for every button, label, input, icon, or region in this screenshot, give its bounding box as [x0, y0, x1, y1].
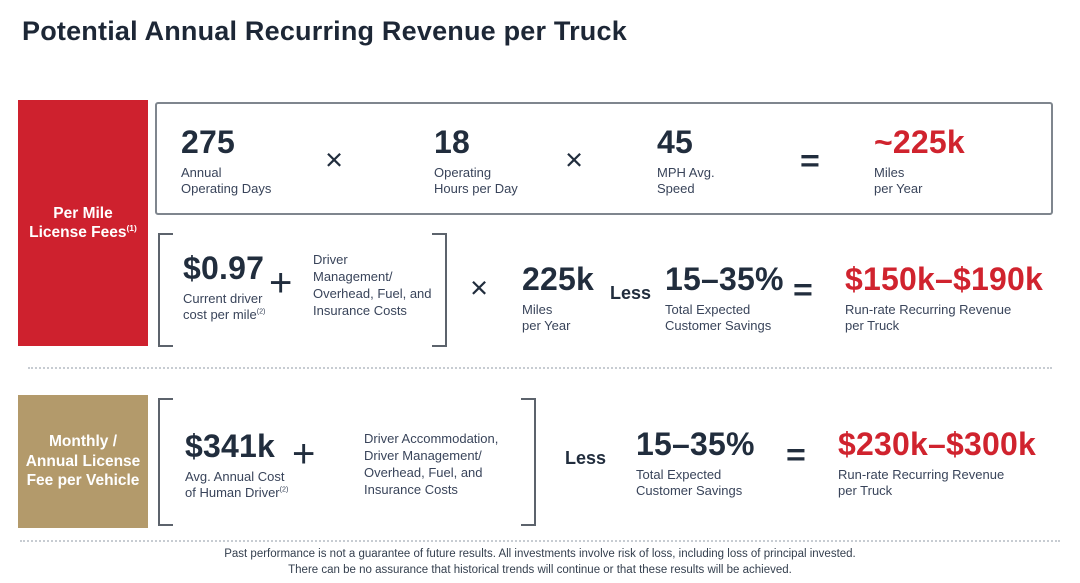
customer-savings-label: Total Expected Customer Savings — [636, 466, 743, 499]
less-operator: Less — [610, 283, 652, 303]
equals-operator: = — [786, 437, 806, 473]
annual-driver-cost-value: $341k — [185, 428, 275, 464]
run-rate-revenue-value: $150k–$190k — [845, 261, 1043, 297]
operating-hours-value: 18 — [434, 124, 470, 160]
customer-savings-figure: 15–35% Total Expected Customer Savings — [665, 261, 784, 335]
customer-savings-value: 15–35% — [636, 426, 755, 462]
miles-per-year-result-figure: ~225k Miles per Year — [874, 124, 965, 198]
bracket-right — [432, 233, 447, 347]
annual-operating-days-value: 275 — [181, 124, 235, 160]
overhead-costs-text: Driver Accommodation, Driver Management/… — [364, 431, 499, 498]
equals-operator: = — [800, 143, 820, 179]
annual-driver-cost-label: Avg. Annual Cost of Human Driver(2) — [185, 468, 289, 501]
disclaimer-line-2: There can be no assurance that historica… — [288, 564, 792, 576]
run-rate-revenue-value: $230k–$300k — [838, 426, 1036, 462]
bracket-right — [521, 398, 536, 526]
multiply-operator: × — [565, 142, 584, 177]
run-rate-revenue-figure: $230k–$300k Run-rate Recurring Revenue p… — [838, 426, 1036, 500]
per-mile-license-fees-label: Per Mile License Fees(1) — [29, 204, 137, 242]
monthly-license-fee-box: Monthly / Annual License Fee per Vehicle — [18, 395, 148, 528]
miles-per-year-value: 225k — [522, 261, 594, 297]
customer-savings-figure: 15–35% Total Expected Customer Savings — [636, 426, 755, 500]
annual-operating-days-figure: 275 Annual Operating Days — [181, 124, 272, 198]
per-mile-license-fees-box: Per Mile License Fees(1) — [18, 100, 148, 346]
operating-hours-label: Operating Hours per Day — [434, 164, 518, 197]
miles-per-year-formula-box: 275 Annual Operating Days × 18 Operating… — [155, 102, 1053, 215]
footnote-1-marker: (1) — [126, 222, 137, 233]
dotted-divider — [28, 367, 1052, 369]
avg-speed-figure: 45 MPH Avg. Speed — [657, 124, 715, 198]
multiply-operator: × — [470, 270, 489, 305]
plus-operator: + — [292, 432, 316, 476]
run-rate-revenue-figure: $150k–$190k Run-rate Recurring Revenue p… — [845, 261, 1043, 335]
bracket-left — [158, 398, 173, 526]
driver-cost-per-mile-value: $0.97 — [183, 250, 265, 286]
operating-hours-figure: 18 Operating Hours per Day — [434, 124, 518, 198]
driver-cost-per-mile-figure: $0.97 Current driver cost per mile(2) — [183, 250, 266, 324]
equals-operator: = — [793, 272, 813, 308]
avg-speed-value: 45 — [657, 124, 693, 160]
footnote-2-marker: (2) — [279, 486, 289, 495]
run-rate-revenue-label: Run-rate Recurring Revenue per Truck — [838, 466, 1005, 499]
annual-operating-days-label: Annual Operating Days — [181, 164, 272, 197]
multiply-operator: × — [325, 142, 344, 177]
miles-per-year-result-label: Miles per Year — [874, 164, 923, 197]
miles-per-year-label: Miles per Year — [522, 301, 571, 334]
miles-per-year-result-value: ~225k — [874, 124, 965, 160]
dotted-divider — [20, 540, 1060, 542]
monthly-license-fee-label: Monthly / Annual License Fee per Vehicle — [25, 433, 141, 490]
avg-speed-label: MPH Avg. Speed — [657, 164, 715, 197]
page-title: Potential Annual Recurring Revenue per T… — [22, 16, 627, 46]
driver-cost-per-mile-label: Current driver cost per mile(2) — [183, 290, 266, 323]
plus-operator: + — [269, 261, 293, 305]
overhead-costs-text: Driver Management/ Overhead, Fuel, and I… — [313, 252, 432, 319]
bracket-left — [158, 233, 173, 347]
footnote-2-marker: (2) — [256, 308, 266, 317]
run-rate-revenue-label: Run-rate Recurring Revenue per Truck — [845, 301, 1012, 334]
disclaimer-line-1: Past performance is not a guarantee of f… — [224, 548, 856, 560]
annual-driver-cost-figure: $341k Avg. Annual Cost of Human Driver(2… — [185, 428, 289, 502]
less-operator: Less — [565, 448, 607, 468]
customer-savings-value: 15–35% — [665, 261, 784, 297]
miles-per-year-figure: 225k Miles per Year — [522, 261, 594, 335]
customer-savings-label: Total Expected Customer Savings — [665, 301, 772, 334]
